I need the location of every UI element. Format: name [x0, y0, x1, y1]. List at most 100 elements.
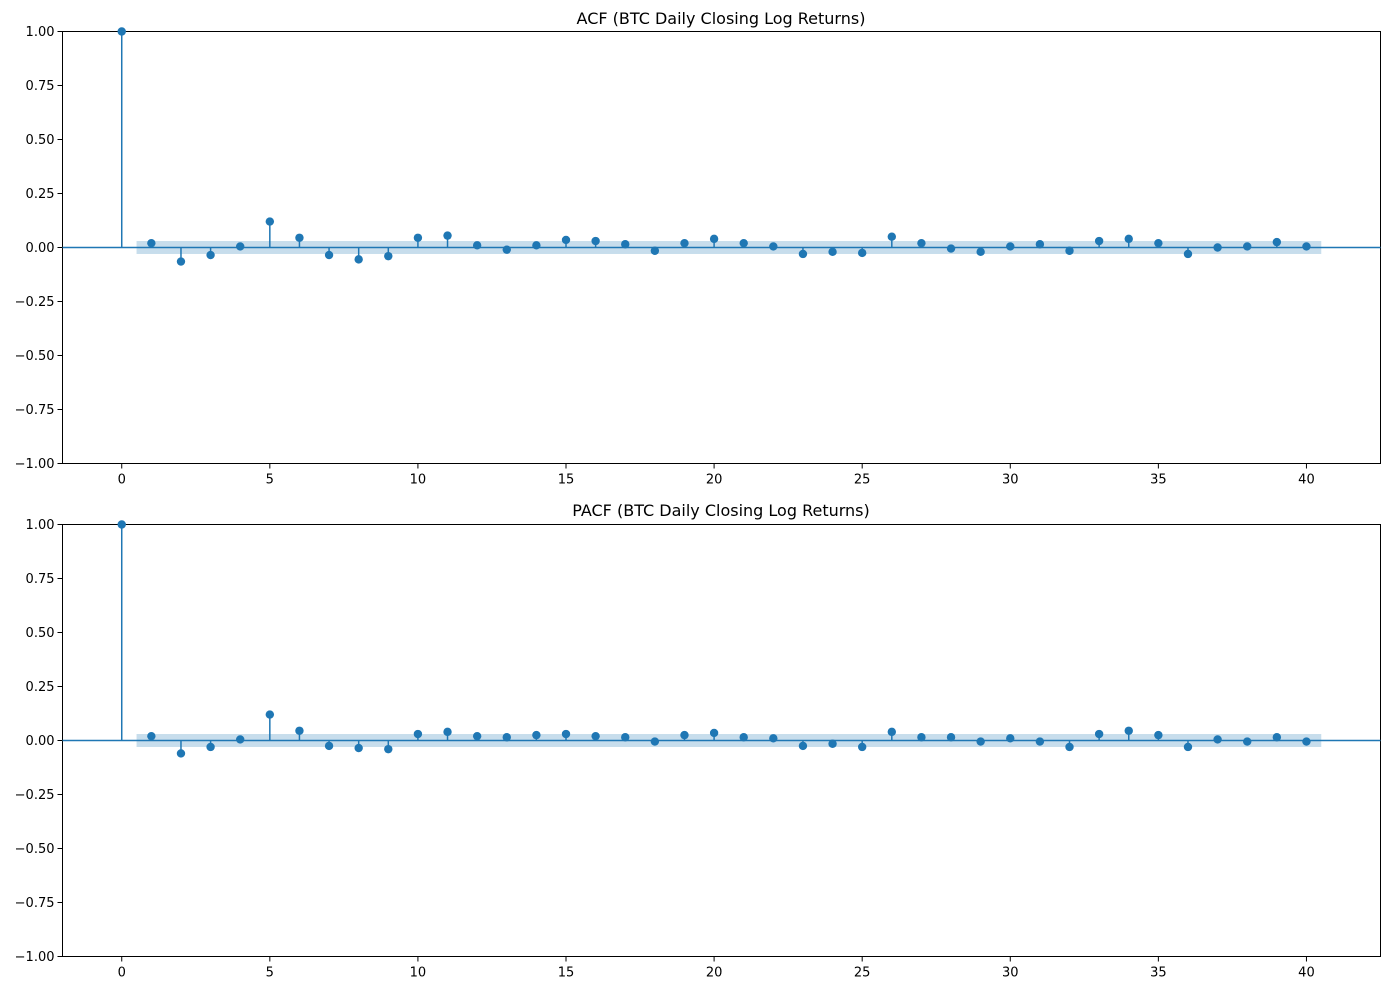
acf-marker-lag-20: [709, 234, 719, 244]
pacf-marker-lag-23: [798, 741, 808, 751]
acf-xtick-label: 40: [1298, 473, 1315, 488]
acf-xtick-label: 0: [118, 473, 126, 488]
acf-axes: ACF (BTC Daily Closing Log Returns) 0 5 10…: [15, 9, 1381, 488]
acf-marker-lag-21: [739, 238, 748, 248]
acf-marker-lag-28: [946, 244, 956, 253]
pacf-xtick-label: 35: [1150, 966, 1167, 981]
pacf-xtick-label: 25: [854, 966, 871, 981]
acf-marker-lag-11: [443, 231, 452, 240]
pacf-marker-lag-17: [621, 733, 630, 742]
pacf-marker-lag-2: [176, 749, 186, 758]
pacf-marker-lag-18: [650, 737, 660, 746]
pacf-marker-lag-38: [1243, 737, 1252, 746]
acf-marker-lag-17: [621, 240, 630, 249]
acf-marker-lag-37: [1213, 243, 1222, 252]
acf-marker-lag-19: [680, 238, 689, 248]
pacf-y-axis: 1.00 0.75 0.50 0.25 0.00 −0.25 −0.50 −0.75 −1.00: [15, 518, 63, 965]
acf-marker-lag-27: [917, 238, 926, 248]
acf-marker-lag-40: [1302, 242, 1311, 251]
acf-marker-lag-0: [117, 27, 126, 36]
pacf-marker-lag-4: [236, 735, 245, 744]
pacf-marker-lag-5: [265, 710, 275, 719]
acf-x-axis: 0 5 10 15 20 25 30 35 40: [118, 463, 1315, 488]
pacf-marker-lag-34: [1124, 726, 1133, 735]
pacf-ytick-label: 0.50: [26, 626, 55, 641]
pacf-ytick-label: 0.25: [26, 680, 55, 695]
acf-marker-lag-7: [324, 250, 334, 260]
acf-ytick-label: 1.00: [26, 25, 55, 40]
pacf-ytick-label: −1.00: [15, 950, 55, 965]
pacf-marker-lag-8: [354, 743, 363, 753]
pacf-ytick-label: 1.00: [26, 518, 55, 533]
acf-title: ACF (BTC Daily Closing Log Returns): [577, 9, 866, 28]
acf-marker-lag-6: [295, 233, 304, 242]
pacf-xtick-label: 0: [118, 966, 126, 981]
pacf-ytick-label: 0.75: [26, 572, 55, 587]
acf-marker-lag-39: [1272, 237, 1282, 247]
pacf-marker-lag-13: [502, 733, 511, 742]
acf-ytick-label: 0.00: [26, 241, 55, 256]
acf-ytick-label: −0.50: [15, 349, 55, 364]
pacf-marker-lag-6: [295, 726, 304, 735]
pacf-marker-lag-36: [1183, 742, 1193, 752]
pacf-marker-lag-10: [413, 729, 423, 739]
acf-marker-lag-22: [769, 242, 778, 251]
pacf-marker-lag-19: [680, 730, 689, 740]
pacf-title: PACF (BTC Daily Closing Log Returns): [572, 501, 870, 520]
pacf-ytick-label: 0.00: [26, 734, 55, 749]
pacf-marker-lag-20: [709, 728, 719, 738]
pacf-marker-lag-30: [1006, 734, 1015, 743]
acf-marker-lag-12: [472, 241, 482, 250]
acf-xtick-label: 15: [558, 473, 575, 488]
pacf-marker-lag-16: [591, 731, 600, 741]
pacf-marker-lag-0: [117, 520, 126, 529]
acf-marker-lag-5: [265, 217, 275, 226]
acf-marker-lag-1: [147, 238, 156, 248]
pacf-ytick-label: −0.75: [15, 896, 55, 911]
acf-marker-lag-25: [857, 248, 867, 258]
pacf-markers: [117, 520, 1311, 758]
acf-marker-lag-8: [354, 255, 363, 264]
acf-marker-lag-18: [650, 246, 660, 255]
pacf-x-axis: 0 5 10 15 20 25 30 35 40: [118, 956, 1315, 981]
pacf-marker-lag-37: [1213, 735, 1222, 744]
pacf-marker-lag-28: [946, 733, 956, 742]
pacf-marker-lag-22: [769, 734, 778, 743]
pacf-axes: PACF (BTC Daily Closing Log Returns) 0 5 1…: [15, 501, 1381, 981]
pacf-marker-lag-27: [917, 733, 926, 742]
pacf-marker-lag-11: [443, 727, 452, 737]
acf-xtick-label: 20: [706, 473, 723, 488]
pacf-marker-lag-39: [1272, 733, 1282, 742]
pacf-marker-lag-26: [887, 727, 897, 737]
acf-ytick-label: 0.75: [26, 79, 55, 94]
acf-marker-lag-33: [1094, 236, 1104, 246]
acf-marker-lag-3: [206, 250, 215, 260]
acf-marker-lag-34: [1124, 234, 1133, 244]
acf-marker-lag-36: [1183, 249, 1193, 259]
acf-markers: [117, 27, 1311, 266]
pacf-marker-lag-15: [561, 729, 571, 739]
acf-marker-lag-26: [887, 232, 897, 241]
pacf-ytick-label: −0.25: [15, 788, 55, 803]
acf-xtick-label: 10: [410, 473, 427, 488]
acf-xtick-label: 5: [266, 473, 274, 488]
acf-marker-lag-10: [413, 233, 423, 242]
pacf-marker-lag-9: [384, 744, 393, 754]
pacf-xtick-label: 20: [706, 966, 723, 981]
acf-ytick-label: −0.75: [15, 403, 55, 418]
pacf-marker-lag-40: [1302, 737, 1311, 746]
acf-marker-lag-2: [176, 257, 186, 266]
acf-xtick-label: 35: [1150, 473, 1167, 488]
pacf-marker-lag-24: [828, 739, 837, 748]
pacf-marker-lag-33: [1094, 729, 1104, 739]
pacf-marker-lag-1: [147, 731, 156, 741]
acf-marker-lag-30: [1006, 242, 1015, 251]
acf-marker-lag-31: [1035, 240, 1045, 249]
acf-marker-lag-4: [236, 242, 245, 251]
pacf-marker-lag-31: [1035, 737, 1045, 746]
acf-y-axis: 1.00 0.75 0.50 0.25 0.00 −0.25 −0.50 −0.75 −1.00: [15, 25, 63, 472]
acf-marker-lag-38: [1243, 242, 1252, 251]
pacf-xtick-label: 10: [410, 966, 427, 981]
acf-xtick-label: 30: [1002, 473, 1019, 488]
